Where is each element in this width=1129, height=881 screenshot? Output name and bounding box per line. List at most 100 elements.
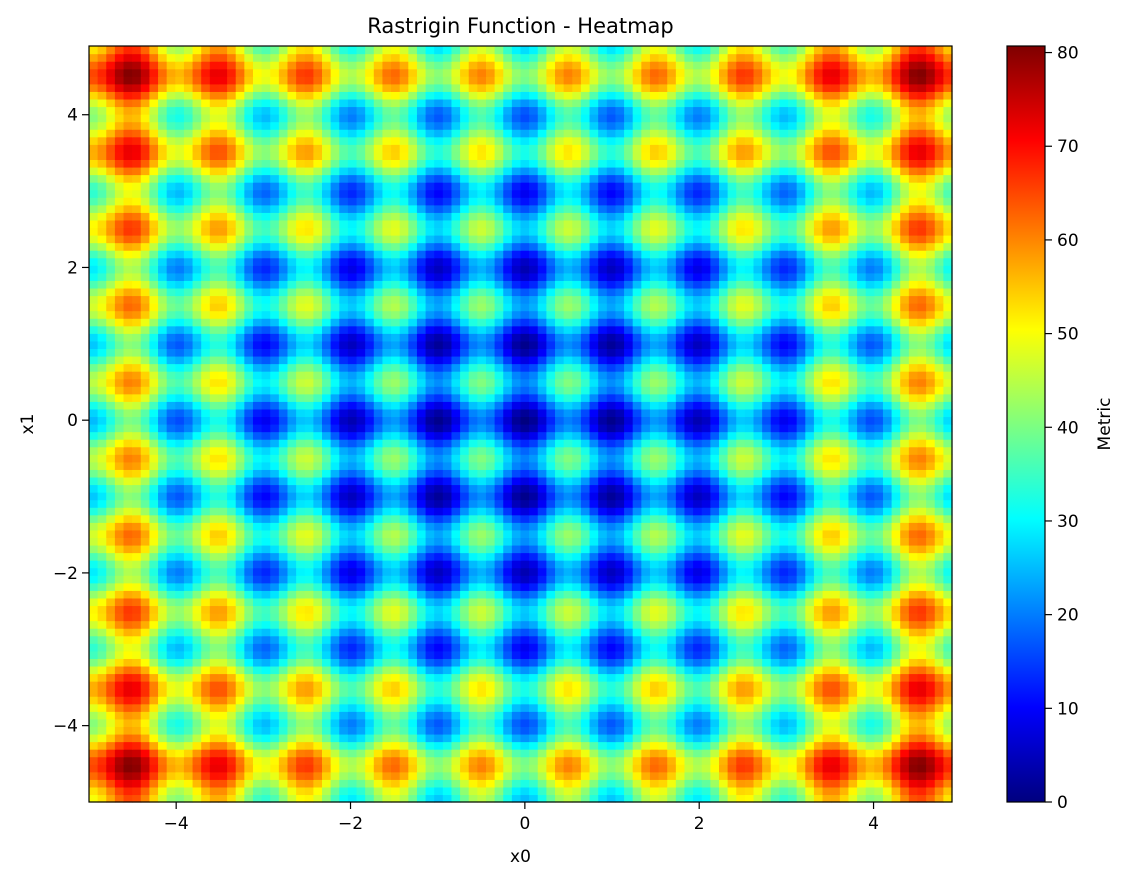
heatmap-cell [416,499,427,508]
heatmap-cell [900,507,910,516]
heatmap-cell [822,650,832,659]
heatmap-cell [805,439,815,448]
heatmap-cell [339,476,349,486]
heatmap-cell [926,537,936,546]
heatmap-cell [382,658,392,667]
heatmap-cell [442,492,453,501]
heatmap-cell [563,454,573,463]
heatmap-cell [304,514,314,523]
heatmap-cell [701,552,711,561]
heatmap-cell [123,582,133,591]
heatmap-cell [727,628,737,637]
heatmap-cell [270,741,280,750]
heatmap-cell [529,507,539,516]
heatmap-cell [675,650,686,659]
heatmap-cell [399,749,409,758]
heatmap-cell [434,703,444,712]
heatmap-cell [658,529,668,538]
heatmap-cell [926,507,936,516]
heatmap-cell [434,461,444,470]
heatmap-cell [546,590,556,599]
heatmap-cell [313,476,323,486]
heatmap-cell [882,469,893,478]
heatmap-cell [183,537,194,546]
heatmap-cell [494,628,504,637]
heatmap-cell [615,665,625,675]
heatmap-cell [252,476,263,486]
heatmap-cell [97,726,107,735]
heatmap-cell [296,567,306,576]
heatmap-cell [831,613,841,622]
heatmap-cell [865,786,875,796]
heatmap-cell [270,582,280,591]
heatmap-cell [900,529,910,538]
heatmap-cell [624,771,634,780]
heatmap-cell [425,544,435,554]
heatmap-cell [477,537,487,546]
heatmap-cell [261,749,271,758]
heatmap-cell [261,779,271,788]
heatmap-cell [166,605,176,614]
heatmap-cell [770,424,780,433]
heatmap-cell [822,703,832,712]
heatmap-cell [727,431,737,440]
heatmap-cell [244,544,254,554]
heatmap-cell [874,507,884,516]
heatmap-cell [416,665,427,675]
heatmap-cell [667,703,677,712]
heatmap-cell [710,779,720,788]
heatmap-cell [891,650,901,659]
heatmap-cell [365,605,375,614]
heatmap-cell [468,628,478,637]
heatmap-cell [227,613,237,622]
heatmap-cell [520,476,530,486]
heatmap-cell [641,764,651,773]
heatmap-cell [399,794,409,803]
heatmap-cell [632,726,642,735]
heatmap-cell [382,718,392,727]
heatmap-cell [304,779,314,788]
heatmap-cell [848,696,858,705]
heatmap-cell [330,635,340,644]
heatmap-cell [770,688,780,697]
heatmap-cell [537,476,547,486]
heatmap-cell [511,688,522,697]
heatmap-cell [848,446,858,455]
heatmap-cell [641,794,651,803]
heatmap-cell [839,733,850,743]
heatmap-cell [123,613,133,622]
heatmap-cell [330,764,340,773]
heatmap-cell [114,454,125,463]
heatmap-cell [857,756,867,765]
heatmap-cell [891,665,901,675]
heatmap-cell [511,552,522,561]
heatmap-cell [218,658,228,667]
heatmap-cell [365,673,375,682]
heatmap-cell [201,529,211,538]
heatmap-cell [140,688,151,697]
heatmap-cell [183,476,194,486]
heatmap-cell [589,514,599,523]
heatmap-cell [244,620,254,629]
heatmap-cell [839,658,850,667]
heatmap-cell [848,628,858,637]
heatmap-cell [848,537,858,546]
heatmap-cell [641,786,651,796]
heatmap-cell [693,492,703,501]
heatmap-cell [408,681,418,690]
heatmap-cell [598,484,608,493]
heatmap-cell [641,613,651,622]
heatmap-cell [140,567,151,576]
heatmap-cell [460,628,470,637]
heatmap-cell [252,597,263,607]
heatmap-cell [296,454,306,463]
heatmap-cell [158,537,168,546]
heatmap-cell [235,514,245,523]
heatmap-cell [477,718,487,727]
heatmap-cell [244,605,254,614]
heatmap-cell [529,733,539,743]
heatmap-cell [132,476,142,486]
heatmap-cell [934,688,944,697]
heatmap-cell [762,492,772,501]
heatmap-cell [943,635,953,644]
